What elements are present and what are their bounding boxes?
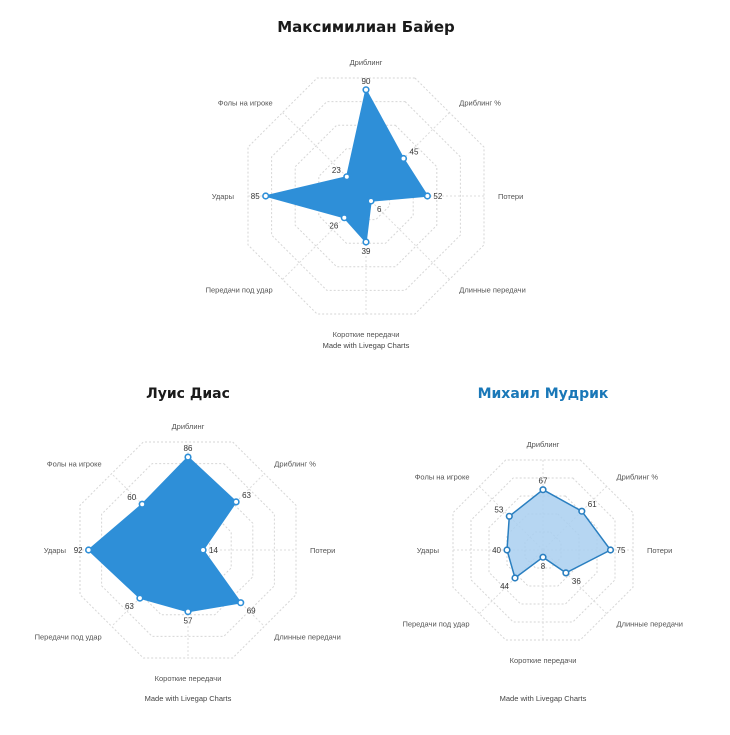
data-point xyxy=(362,238,370,246)
value-label: 86 xyxy=(184,444,193,453)
value-label: 63 xyxy=(125,602,134,611)
chart-title: Михаил Мудрик xyxy=(478,386,609,402)
category-label: Передачи под удар xyxy=(402,620,469,629)
data-point xyxy=(340,214,348,222)
category-label: Удары xyxy=(44,546,66,555)
category-label: Фолы на игроке xyxy=(415,473,470,482)
value-label: 53 xyxy=(494,505,503,514)
value-label: 90 xyxy=(362,77,371,86)
grid-ring xyxy=(79,441,297,659)
data-point xyxy=(136,594,144,602)
data-point xyxy=(578,507,586,515)
data-point xyxy=(505,512,513,520)
category-label: Короткие передачи xyxy=(155,674,222,683)
chart-title: Луис Диас xyxy=(146,386,230,402)
category-label: Дриблинг % xyxy=(274,460,316,469)
data-point xyxy=(367,197,375,205)
radar-chart-1: Максимилиан Байер 90 45 52 6 39 26 85 23 Дриблинг… xyxy=(206,18,526,350)
value-label: 40 xyxy=(492,546,501,555)
value-label: 67 xyxy=(539,477,548,486)
value-label: 26 xyxy=(329,222,338,231)
category-label: Передачи под удар xyxy=(35,632,102,641)
data-point xyxy=(539,553,547,561)
category-label: Передачи под удар xyxy=(206,285,273,294)
data-point xyxy=(262,192,270,200)
value-label: 8 xyxy=(541,562,546,571)
value-label: 44 xyxy=(500,582,509,591)
data-point xyxy=(399,154,408,163)
value-label: 85 xyxy=(251,192,260,201)
grid-ring xyxy=(271,101,461,291)
chart-footer: Made with Livegap Charts xyxy=(323,341,410,350)
value-label: 39 xyxy=(362,247,371,256)
category-label: Дриблинг xyxy=(350,58,383,67)
data-point xyxy=(362,86,370,94)
category-label: Длинные передачи xyxy=(617,620,683,629)
value-label: 6 xyxy=(377,205,382,214)
data-point xyxy=(232,498,240,506)
data-point xyxy=(423,192,432,200)
category-label: Удары xyxy=(212,192,234,201)
data-point xyxy=(184,453,192,461)
category-label: Потери xyxy=(647,546,672,555)
category-label: Короткие передачи xyxy=(510,656,577,665)
category-label: Длинные передачи xyxy=(274,632,340,641)
data-point xyxy=(199,546,207,554)
radar-chart-2: Луис Диас 86 63 14 69 57 63 92 60 Дриблинг Дриблин… xyxy=(35,386,341,703)
value-label: 63 xyxy=(242,491,251,500)
chart-footer: Made with Livegap Charts xyxy=(145,694,232,703)
value-label: 61 xyxy=(588,500,597,509)
grid-ring xyxy=(470,477,616,623)
category-label: Дриблинг xyxy=(527,440,560,449)
value-label: 14 xyxy=(209,546,218,555)
value-label: 57 xyxy=(184,617,193,626)
value-label: 69 xyxy=(247,607,256,616)
value-label: 92 xyxy=(74,546,83,555)
category-label: Дриблинг % xyxy=(459,99,501,108)
chart-footer: Made with Livegap Charts xyxy=(500,694,587,703)
grid-ring xyxy=(452,459,634,641)
category-label: Длинные передачи xyxy=(459,285,525,294)
category-label: Короткие передачи xyxy=(333,330,400,339)
data-point xyxy=(138,500,146,508)
grid-ring xyxy=(101,463,275,637)
data-point xyxy=(562,569,570,577)
data-area xyxy=(87,456,243,613)
category-label: Дриблинг xyxy=(172,422,205,431)
data-point xyxy=(84,546,93,554)
value-label: 45 xyxy=(410,148,419,157)
category-label: Фолы на игроке xyxy=(47,460,102,469)
value-label: 75 xyxy=(617,546,626,555)
radar-chart-3: Михаил Мудрик 67 61 75 36 8 44 40 53 Дриблинг Дриб… xyxy=(402,386,683,703)
value-label: 60 xyxy=(127,493,136,502)
category-label: Удары xyxy=(417,546,439,555)
data-point xyxy=(539,486,547,494)
data-point xyxy=(184,607,192,616)
category-label: Потери xyxy=(498,192,523,201)
data-point xyxy=(343,173,351,181)
value-label: 36 xyxy=(572,577,581,586)
grid-spoke xyxy=(542,549,607,614)
value-label: 52 xyxy=(433,192,442,201)
value-label: 23 xyxy=(332,166,341,175)
chart-title: Максимилиан Байер xyxy=(277,18,455,36)
category-label: Потери xyxy=(310,546,335,555)
grid-spoke xyxy=(479,549,544,614)
data-point xyxy=(606,546,615,554)
category-label: Дриблинг % xyxy=(617,473,659,482)
data-point xyxy=(503,546,511,554)
data-point xyxy=(511,574,519,582)
category-label: Фолы на игроке xyxy=(218,99,273,108)
data-point xyxy=(237,599,245,607)
